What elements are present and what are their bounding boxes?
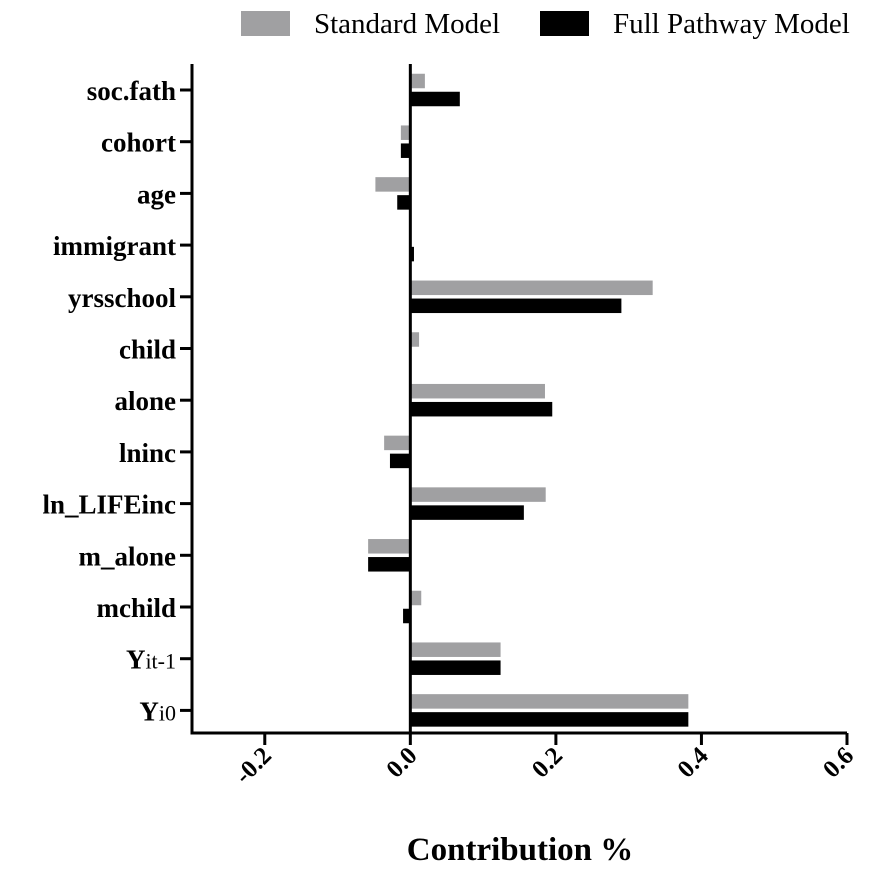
- y-tick-label-child: child: [119, 335, 176, 365]
- bar-full-pathway-m-alone: [368, 557, 411, 572]
- bar-standard-soc-fath: [410, 73, 425, 89]
- bar-full-pathway-ln-lifeinc: [410, 505, 524, 520]
- y-tick-label-ln-lifeinc: ln_LIFEinc: [42, 490, 176, 520]
- y-tick-label-m-alone: m_alone: [79, 541, 177, 571]
- bar-standard-mchild: [410, 590, 422, 606]
- bar-full-pathway-lninc: [389, 453, 411, 469]
- bar-full-pathway-age: [397, 195, 411, 210]
- y-tick-label-alone: alone: [114, 386, 176, 416]
- bar-standard-yrsschool: [410, 280, 653, 296]
- bar-standard-y-it-1: [410, 642, 501, 657]
- legend: Standard Model Full Pathway Model: [241, 8, 850, 40]
- y-tick-label-y-it-1: Yit-1: [126, 645, 176, 675]
- y-tick-label-mchild: mchild: [96, 593, 176, 623]
- legend-swatch-full-pathway-model: [540, 11, 589, 36]
- legend-label-standard-model: Standard Model: [314, 8, 500, 40]
- legend-swatch-standard-model: [241, 11, 290, 36]
- bar-full-pathway-mchild: [403, 608, 411, 624]
- bar-full-pathway-y-it-1: [410, 660, 501, 675]
- y-tick-label-soc-fath: soc.fath: [87, 76, 176, 106]
- bar-standard-alone: [410, 383, 545, 399]
- bar-full-pathway-cohort: [400, 143, 411, 158]
- plot-area: soc.fath cohort age immigrant yrsschool child…: [42, 64, 859, 789]
- y-tick-label-immigrant: immigrant: [53, 231, 176, 261]
- bar-standard-lninc: [384, 435, 411, 451]
- bar-standard-ln-lifeinc: [410, 487, 546, 502]
- x-tick-label: 0.2: [527, 742, 568, 783]
- bar-standard-cohort: [400, 125, 411, 140]
- bar-full-pathway-y-i0: [410, 712, 689, 727]
- bar-full-pathway-yrsschool: [410, 298, 622, 314]
- bar-full-pathway-immigrant: [410, 246, 414, 262]
- y-tick-label-age: age: [137, 179, 176, 209]
- bar-standard-y-i0: [410, 694, 689, 709]
- x-tick-label: 0.4: [672, 742, 714, 784]
- bar-full-pathway-soc-fath: [410, 91, 460, 107]
- y-tick-label-yrsschool: yrsschool: [68, 283, 176, 313]
- x-tick-label: 0.0: [381, 742, 422, 783]
- y-tick-label-y-i0: Yi0: [139, 696, 176, 726]
- bar-standard-m-alone: [368, 539, 411, 554]
- legend-label-full-pathway-model: Full Pathway Model: [613, 8, 850, 40]
- x-tick-label: 0.6: [818, 742, 859, 783]
- bar-full-pathway-alone: [410, 401, 553, 417]
- x-axis-title: Contribution %: [407, 832, 633, 868]
- x-tick-label: -0.2: [230, 742, 277, 789]
- bar-standard-child: [410, 332, 420, 347]
- y-tick-label-lninc: lninc: [119, 438, 176, 468]
- bar-standard-age: [375, 177, 411, 192]
- y-tick-label-cohort: cohort: [101, 128, 176, 158]
